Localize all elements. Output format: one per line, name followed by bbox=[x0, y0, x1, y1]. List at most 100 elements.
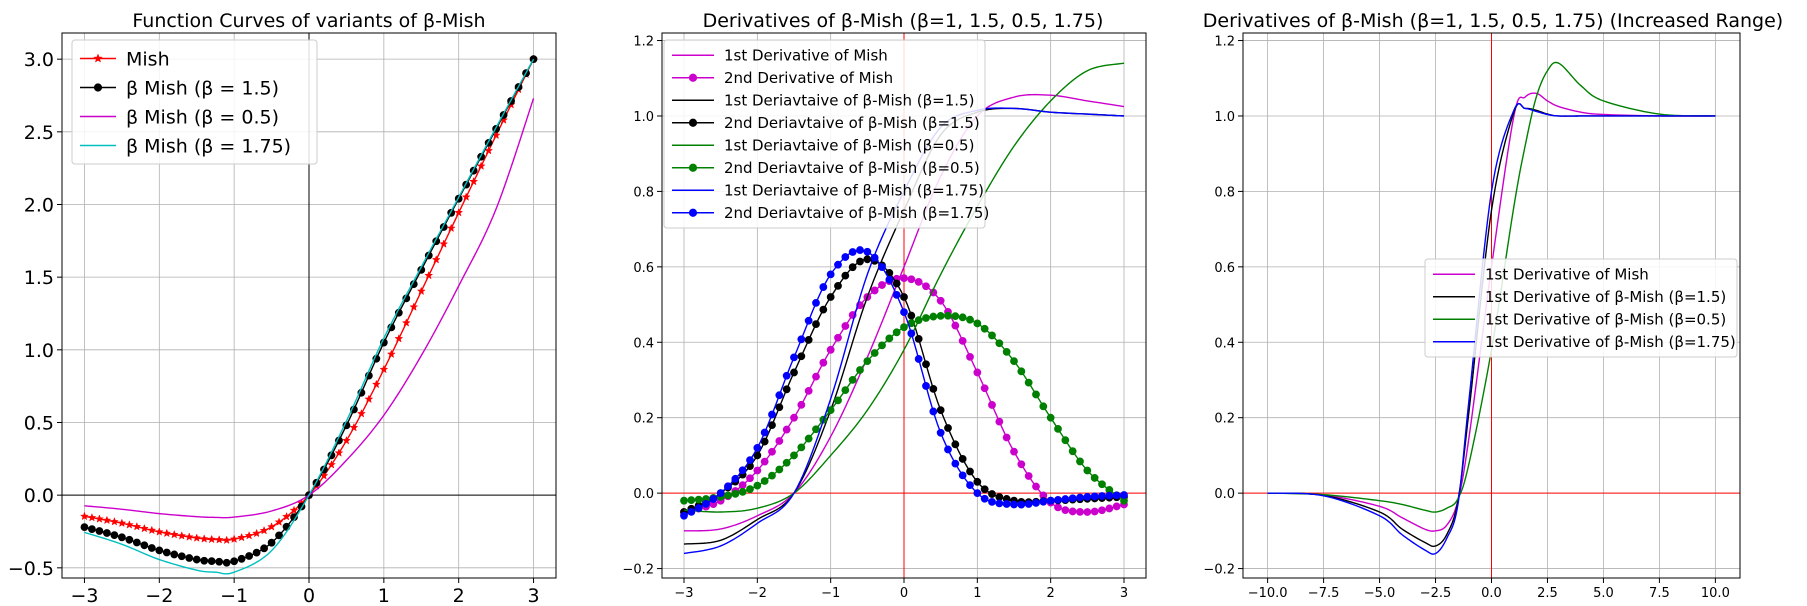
legend-label-3: 1st Derivative of β-Mish (β=0.5) bbox=[1485, 310, 1726, 328]
series-8-point bbox=[731, 474, 740, 483]
series-2-point bbox=[147, 544, 156, 552]
series-6-point bbox=[929, 312, 938, 321]
series-8-point bbox=[709, 495, 718, 503]
series-6-point bbox=[892, 328, 901, 337]
series-1-point bbox=[229, 534, 239, 544]
series-line-4 bbox=[1267, 102, 1716, 555]
series-8-point bbox=[1112, 491, 1121, 500]
series-6-point bbox=[966, 315, 974, 324]
y-tick-label: 0.0 bbox=[633, 487, 654, 502]
series-4-point bbox=[856, 257, 864, 266]
series-6-point bbox=[870, 349, 879, 357]
y-tick-label: 0.6 bbox=[1214, 261, 1235, 276]
series-2-point bbox=[117, 533, 126, 542]
series-6-point bbox=[1061, 436, 1070, 445]
series-4-point bbox=[907, 311, 916, 320]
series-8-point bbox=[812, 298, 820, 307]
series-1-point bbox=[252, 528, 262, 538]
series-2-point bbox=[267, 538, 276, 547]
series-2-point bbox=[841, 322, 850, 330]
x-tick-label: 2.5 bbox=[1537, 586, 1558, 601]
series-6-point bbox=[951, 312, 960, 320]
series-1-point bbox=[386, 349, 396, 359]
series-2-point bbox=[103, 529, 111, 537]
series-1-point bbox=[334, 448, 344, 457]
series-6-point bbox=[775, 465, 784, 474]
series-8-point bbox=[724, 482, 732, 491]
series-2-point bbox=[995, 417, 1004, 426]
x-tick-label: −3 bbox=[70, 585, 98, 606]
series-group bbox=[79, 54, 539, 575]
series-6-point bbox=[958, 313, 967, 322]
series-6-point bbox=[768, 471, 776, 480]
series-6-point bbox=[1046, 413, 1055, 422]
series-line-1 bbox=[683, 93, 1125, 532]
series-2-point bbox=[252, 548, 261, 557]
series-8-point bbox=[768, 410, 776, 419]
series-4-point bbox=[819, 305, 828, 314]
series-2-point bbox=[782, 425, 791, 434]
series-1-point bbox=[289, 505, 299, 515]
series-8-point bbox=[702, 499, 710, 508]
series-4-point bbox=[826, 293, 835, 301]
series-6-point bbox=[804, 434, 813, 443]
series-2-point bbox=[222, 558, 231, 567]
series-4-point bbox=[834, 281, 842, 290]
series-1-point bbox=[237, 532, 247, 542]
series-6-point bbox=[980, 324, 989, 333]
series-group bbox=[680, 62, 1128, 555]
series-6-point bbox=[995, 339, 1004, 348]
y-tick-label: 0.2 bbox=[633, 412, 654, 427]
y-tick-label: 0.0 bbox=[24, 485, 54, 507]
x-tick-label: 0.0 bbox=[1481, 586, 1502, 601]
y-tick-label: 2.5 bbox=[24, 122, 54, 144]
series-4-point bbox=[914, 334, 923, 343]
legend-label-1: 1st Derivative of Mish bbox=[724, 46, 888, 64]
chart-1-plot-area: −3 −2 −1 0 1 2 3 −0.5 0.0 0.5 1.0 1.5 2.0 2.5 3.0 Mish β… bbox=[8, 32, 557, 606]
y-tick-label: 1.2 bbox=[1214, 35, 1235, 50]
series-2-point bbox=[1090, 507, 1099, 516]
series-1-point bbox=[169, 529, 179, 539]
x-tick-label: 2 bbox=[1047, 586, 1055, 601]
series-1-point bbox=[154, 527, 164, 536]
series-8-point bbox=[746, 456, 754, 465]
series-1-point bbox=[177, 531, 187, 540]
series-8-point bbox=[1090, 492, 1099, 501]
series-8-point bbox=[1032, 499, 1040, 507]
x-tick-label: −7.5 bbox=[1308, 586, 1340, 601]
series-6-point bbox=[812, 425, 820, 434]
series-2-point bbox=[95, 527, 104, 535]
series-8-point bbox=[848, 248, 857, 256]
series-1-point bbox=[214, 535, 224, 544]
series-2-point bbox=[966, 352, 974, 361]
series-2-point bbox=[760, 457, 769, 466]
series-2-point bbox=[834, 333, 842, 342]
chart-2-plot-area: −3 −2 −1 0 1 2 3 −0.2 0.0 0.2 0.4 0.6 0.8 1.0 1.2 1st D… bbox=[622, 32, 1147, 601]
x-tick-label: −2.5 bbox=[1420, 586, 1452, 601]
series-2-point bbox=[1076, 507, 1084, 516]
series-4-point bbox=[797, 352, 806, 361]
series-1-point bbox=[207, 534, 217, 544]
x-tick-label: 0 bbox=[900, 586, 908, 601]
series-2-point bbox=[132, 538, 141, 547]
y-tick-label: 0.8 bbox=[1214, 185, 1235, 200]
series-8-point bbox=[944, 445, 952, 454]
x-tick-label: −2 bbox=[145, 585, 173, 606]
series-6-point bbox=[797, 443, 806, 452]
series-4-point bbox=[936, 406, 945, 415]
x-tick-label: −2 bbox=[748, 586, 767, 601]
series-2-point bbox=[170, 550, 179, 559]
legend-label-3: 1st Deriavtaive of β-Mish (β=1.5) bbox=[724, 91, 974, 109]
series-6-point bbox=[738, 487, 747, 496]
legend-label-7: 1st Deriavtaive of β-Mish (β=1.75) bbox=[724, 181, 984, 199]
x-tick-label: 0 bbox=[303, 585, 315, 606]
series-1-point bbox=[439, 239, 449, 248]
series-6-point bbox=[834, 396, 842, 405]
series-2-point bbox=[738, 481, 747, 490]
series-6-point bbox=[1017, 367, 1026, 376]
series-6-point bbox=[1039, 402, 1048, 411]
series-6-point bbox=[1024, 378, 1033, 387]
series-8-point bbox=[841, 253, 850, 261]
series-2-point bbox=[826, 345, 835, 354]
y-tick-label: 0.2 bbox=[1214, 412, 1235, 427]
